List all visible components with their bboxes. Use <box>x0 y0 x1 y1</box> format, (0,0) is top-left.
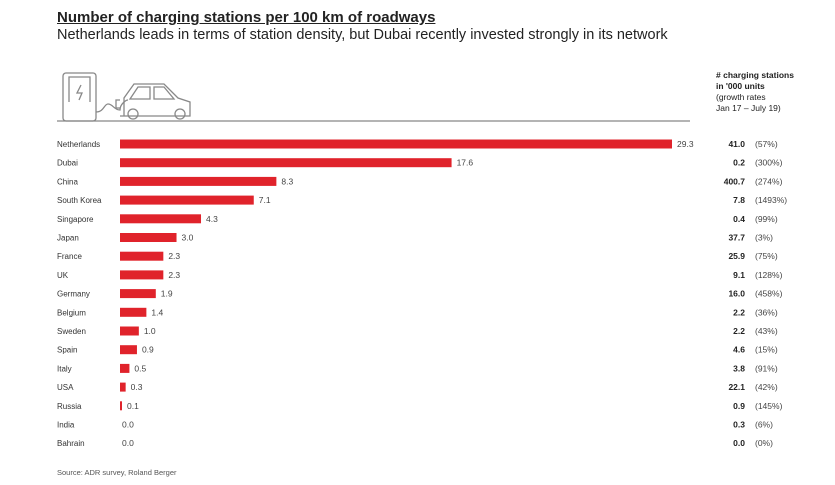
category-label: Netherlands <box>57 140 100 149</box>
value-label: 2.3 <box>168 251 180 261</box>
category-label: India <box>57 421 75 430</box>
bar <box>120 233 177 242</box>
chart-subtitle: Netherlands leads in terms of station de… <box>57 27 668 43</box>
column-header-line2: in '000 units <box>716 81 765 91</box>
growth-rate: (274%) <box>755 176 783 186</box>
column-header: # charging stations in '000 units (growt… <box>716 70 794 114</box>
value-label: 0.5 <box>134 363 146 373</box>
growth-rate: (36%) <box>755 307 778 317</box>
growth-rate: (75%) <box>755 251 778 261</box>
bar <box>120 363 130 373</box>
value-label: 2.3 <box>168 270 180 280</box>
category-label: Singapore <box>57 215 94 224</box>
value-label: 4.3 <box>206 214 218 224</box>
growth-rate: (3%) <box>755 233 773 243</box>
value-label: 7.1 <box>259 195 271 205</box>
stations-value: 16.0 <box>728 289 745 299</box>
category-label: USA <box>57 383 74 392</box>
stations-value: 0.2 <box>733 158 745 168</box>
stations-value: 22.1 <box>728 382 745 392</box>
growth-rate: (57%) <box>755 139 778 149</box>
growth-rate: (300%) <box>755 158 783 168</box>
bar <box>120 214 202 224</box>
electric-car-icon <box>115 83 191 120</box>
value-label: 1.9 <box>161 289 173 299</box>
value-label: 0.3 <box>131 382 143 392</box>
bar <box>120 345 137 355</box>
bar <box>120 176 277 186</box>
growth-rate: (1493%) <box>755 195 787 205</box>
category-label: France <box>57 252 82 261</box>
growth-rate: (145%) <box>755 401 783 411</box>
column-header-line1: # charging stations <box>716 70 794 80</box>
stations-value: 7.8 <box>733 195 745 205</box>
source-note: Source: ADR survey, Roland Berger <box>57 468 177 477</box>
value-label: 0.0 <box>122 420 134 430</box>
category-label: South Korea <box>57 196 102 205</box>
bar <box>120 139 672 149</box>
growth-rate: (99%) <box>755 214 778 224</box>
value-label: 29.3 <box>677 139 694 149</box>
column-header-line3: (growth rates <box>716 92 766 102</box>
growth-rate: (15%) <box>755 345 778 355</box>
category-label: Belgium <box>57 308 86 317</box>
bar <box>120 289 156 299</box>
category-label: Italy <box>57 364 72 373</box>
stations-value: 4.6 <box>733 345 745 355</box>
stations-value: 3.8 <box>733 363 745 373</box>
growth-rate: (91%) <box>755 363 778 373</box>
chart-title: Number of charging stations per 100 km o… <box>57 9 436 26</box>
value-label: 0.9 <box>142 345 154 355</box>
category-label: China <box>57 177 78 186</box>
growth-rate: (6%) <box>755 420 773 430</box>
stations-value: 2.2 <box>733 307 745 317</box>
value-label: 17.6 <box>457 158 474 168</box>
stations-value: 0.3 <box>733 420 745 430</box>
value-label: 0.0 <box>122 438 134 448</box>
bar <box>120 307 147 317</box>
stations-value: 0.9 <box>733 401 745 411</box>
stations-value: 41.0 <box>728 139 745 149</box>
stations-value: 37.7 <box>728 233 745 243</box>
value-label: 1.4 <box>151 307 163 317</box>
category-label: Japan <box>57 234 79 243</box>
category-label: Spain <box>57 346 77 355</box>
growth-rate: (43%) <box>755 326 778 336</box>
growth-rate: (42%) <box>755 382 778 392</box>
bar <box>120 195 254 205</box>
bar <box>120 326 139 336</box>
value-label: 0.1 <box>127 401 139 411</box>
stations-value: 0.0 <box>733 438 745 448</box>
bar <box>120 270 164 280</box>
value-label: 3.0 <box>182 233 194 243</box>
category-label: Dubai <box>57 159 78 168</box>
bar <box>120 401 122 411</box>
stations-value: 2.2 <box>733 326 745 336</box>
stations-value: 0.4 <box>733 214 745 224</box>
category-label: Germany <box>57 290 90 299</box>
bar <box>120 251 164 261</box>
value-label: 1.0 <box>144 326 156 336</box>
growth-rate: (0%) <box>755 438 773 448</box>
category-label: Bahrain <box>57 439 85 448</box>
category-label: UK <box>57 271 69 280</box>
charging-station-icon <box>62 72 129 122</box>
bar <box>120 382 126 392</box>
stations-value: 400.7 <box>724 176 746 186</box>
growth-rate: (458%) <box>755 289 783 299</box>
value-label: 8.3 <box>281 176 293 186</box>
stations-value: 9.1 <box>733 270 745 280</box>
stations-value: 25.9 <box>728 251 745 261</box>
bar <box>120 158 452 168</box>
category-label: Sweden <box>57 327 86 336</box>
column-header-line4: Jan 17 – July 19) <box>716 103 781 113</box>
category-label: Russia <box>57 402 82 411</box>
growth-rate: (128%) <box>755 270 783 280</box>
